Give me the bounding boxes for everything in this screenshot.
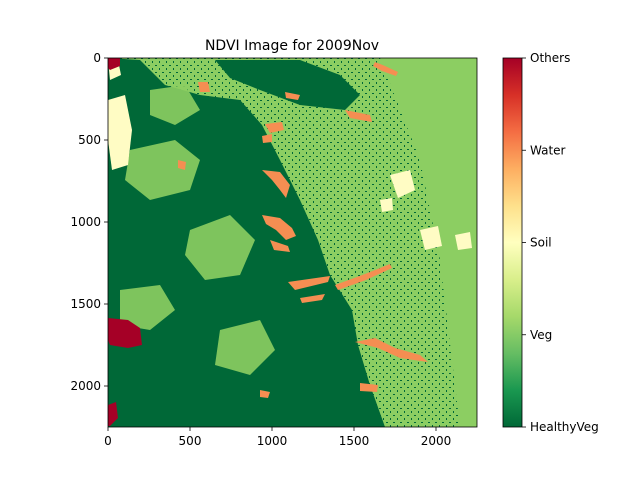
x-tick-label: 2000 — [421, 434, 452, 448]
colorbar-label: Veg — [530, 328, 552, 342]
veg-patches — [120, 85, 275, 375]
veg-patch — [150, 85, 200, 125]
water-features — [178, 62, 428, 398]
others-features — [108, 58, 142, 426]
soil-patch — [420, 226, 442, 250]
soil-patch — [455, 232, 472, 250]
water-feature — [285, 92, 300, 100]
ndvi-map — [108, 58, 477, 427]
veg-patch — [185, 215, 255, 280]
y-tick-label: 1500 — [70, 297, 101, 311]
x-axis: 0 500 1000 1500 2000 — [104, 427, 451, 448]
others-feature — [108, 318, 142, 348]
colorbar-ticks: HealthyVeg Veg Soil Water Others — [522, 51, 599, 434]
veg-patch — [120, 285, 175, 330]
healthyveg-speckle — [108, 58, 460, 427]
y-tick-label: 500 — [78, 133, 101, 147]
colorbar-label: Water — [530, 143, 566, 157]
colorbar-label: Soil — [530, 236, 552, 250]
water-feature — [360, 383, 378, 392]
water-feature — [373, 62, 398, 76]
water-feature — [345, 110, 372, 122]
water-feature — [260, 390, 270, 398]
colorbar: HealthyVeg Veg Soil Water Others — [502, 51, 599, 434]
veg-patch — [125, 140, 200, 200]
water-feature — [335, 264, 392, 290]
water-feature — [262, 134, 272, 143]
water-feature — [198, 82, 210, 92]
soil-patches — [108, 60, 472, 250]
y-tick-label: 1000 — [70, 215, 101, 229]
water-feature — [288, 276, 330, 290]
water-feature — [178, 160, 186, 170]
colorbar-gradient — [503, 58, 522, 427]
water-feature — [300, 294, 325, 303]
chart-title: NDVI Image for 2009Nov — [205, 38, 379, 54]
water-feature — [270, 240, 290, 252]
others-feature — [108, 58, 120, 70]
x-tick-label: 0 — [104, 434, 112, 448]
y-axis: 0 500 1000 1500 2000 — [70, 51, 108, 393]
colorbar-label: HealthyVeg — [530, 420, 599, 434]
x-tick-label: 1000 — [257, 434, 288, 448]
soil-patch — [108, 95, 132, 170]
soil-patch — [390, 170, 415, 198]
y-tick-label: 2000 — [70, 379, 101, 393]
soil-patch — [380, 198, 393, 212]
others-feature — [108, 402, 118, 426]
x-tick-label: 500 — [179, 434, 202, 448]
colorbar-label: Others — [530, 51, 570, 65]
y-tick-label: 0 — [93, 51, 101, 65]
veg-patch — [215, 320, 275, 375]
water-feature — [355, 338, 428, 362]
plot-frame — [107, 57, 478, 428]
water-feature — [262, 170, 290, 198]
water-feature — [265, 122, 284, 133]
x-tick-label: 1500 — [339, 434, 370, 448]
water-feature — [262, 215, 296, 240]
